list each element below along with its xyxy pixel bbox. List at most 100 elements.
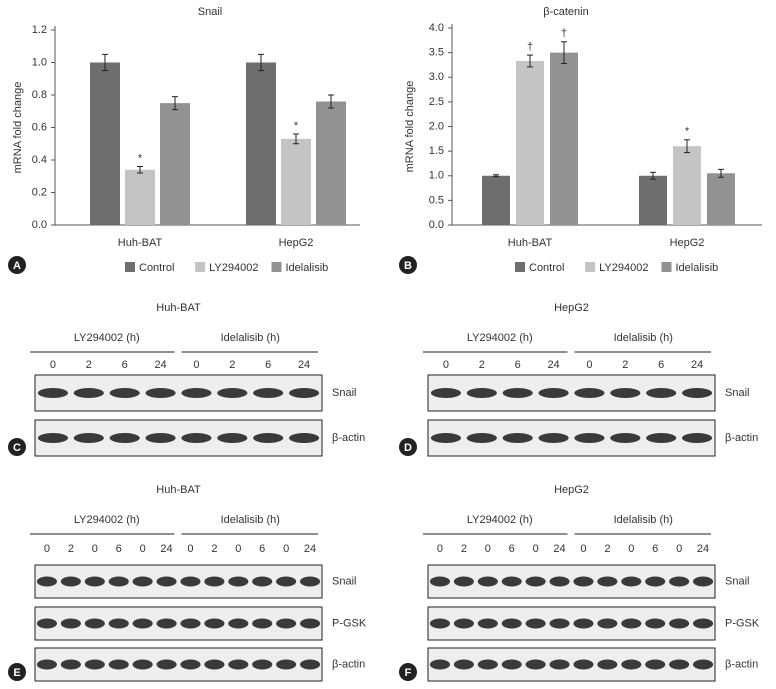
lane-label: 24 bbox=[304, 543, 316, 555]
blot-strip bbox=[34, 564, 323, 599]
legend-swatch bbox=[271, 262, 282, 272]
blot-band bbox=[597, 576, 618, 587]
blot-band bbox=[502, 388, 533, 398]
lane-label: 0 bbox=[533, 543, 539, 555]
row-label: β-actin bbox=[725, 658, 758, 670]
lane-label: 0 bbox=[628, 543, 634, 555]
lane-label: 24 bbox=[553, 543, 565, 555]
blot-band bbox=[84, 618, 105, 629]
group-label: Idelalisib (h) bbox=[221, 514, 280, 526]
blot-band bbox=[204, 576, 225, 587]
blot-band bbox=[156, 659, 177, 670]
y-tick-label: 1.5 bbox=[429, 145, 444, 157]
y-tick-label: 0.5 bbox=[429, 194, 444, 206]
lane-label: 6 bbox=[515, 359, 521, 371]
blot-band bbox=[132, 659, 153, 670]
blot-band bbox=[108, 618, 129, 629]
panel-letter-badge bbox=[399, 256, 417, 274]
row-label: β-actin bbox=[332, 658, 365, 670]
y-tick-label: 0.0 bbox=[429, 219, 444, 231]
blot-band bbox=[645, 618, 666, 629]
bar bbox=[707, 173, 735, 225]
group-label: Idelalisib (h) bbox=[614, 514, 673, 526]
blot-band bbox=[681, 433, 713, 443]
blot-band bbox=[525, 659, 546, 670]
bar bbox=[246, 62, 276, 225]
panel-letter-badge bbox=[399, 438, 417, 456]
lane-label: 24 bbox=[298, 359, 310, 371]
lane-label: 24 bbox=[691, 359, 703, 371]
blot-strip bbox=[34, 647, 323, 682]
blot-band bbox=[145, 388, 176, 398]
legend-label: Control bbox=[139, 262, 174, 274]
lane-label: 0 bbox=[443, 359, 449, 371]
blot-band bbox=[549, 576, 570, 587]
blot-band bbox=[204, 618, 225, 629]
blot-band bbox=[453, 576, 474, 587]
x-tick-label: Huh-BAT bbox=[118, 237, 163, 249]
legend-label: LY294002 bbox=[209, 262, 258, 274]
blot-band bbox=[466, 433, 497, 443]
blot-band bbox=[430, 388, 462, 398]
blot-band bbox=[646, 388, 677, 398]
row-label: Snail bbox=[725, 575, 749, 587]
blot-band bbox=[501, 576, 522, 587]
blot-band bbox=[145, 433, 176, 443]
blot-band bbox=[669, 659, 690, 670]
panel-letter-badge bbox=[8, 438, 26, 456]
blot-strip bbox=[427, 647, 716, 682]
lane-label: 6 bbox=[652, 543, 658, 555]
blot-band bbox=[477, 618, 498, 629]
blot-band bbox=[84, 576, 105, 587]
y-tick-label: 2.0 bbox=[429, 120, 444, 132]
blot-band bbox=[36, 659, 58, 670]
blot-band bbox=[477, 576, 498, 587]
blot-band bbox=[109, 433, 140, 443]
legend-label: Idelalisib bbox=[286, 262, 329, 274]
blot-band bbox=[502, 433, 533, 443]
blot-band bbox=[573, 659, 594, 670]
y-tick-label: 1.0 bbox=[429, 170, 444, 182]
lane-label: 0 bbox=[437, 543, 443, 555]
blot-band bbox=[573, 618, 594, 629]
lane-label: 6 bbox=[122, 359, 128, 371]
row-label: Snail bbox=[725, 387, 749, 399]
lane-label: 2 bbox=[604, 543, 610, 555]
bar bbox=[90, 62, 120, 225]
lane-label: 24 bbox=[697, 543, 709, 555]
legend-label: Idelalisib bbox=[676, 262, 719, 274]
group-label: LY294002 (h) bbox=[74, 514, 140, 526]
bar bbox=[550, 52, 578, 225]
group-label: LY294002 (h) bbox=[467, 332, 533, 344]
y-tick-label: 0.0 bbox=[32, 219, 47, 231]
blot-band bbox=[466, 388, 497, 398]
blot-title: Huh-BAT bbox=[156, 302, 201, 314]
blot-band bbox=[597, 618, 618, 629]
lane-label: 6 bbox=[509, 543, 515, 555]
blot-band bbox=[108, 659, 129, 670]
blot-band bbox=[60, 618, 81, 629]
blot-band bbox=[669, 618, 690, 629]
blot-strip bbox=[427, 564, 716, 599]
panel-letter: B bbox=[404, 260, 412, 272]
panel-letter: C bbox=[13, 442, 21, 454]
lane-label: 6 bbox=[259, 543, 265, 555]
blot-title: HepG2 bbox=[554, 484, 589, 496]
legend-swatch bbox=[195, 262, 206, 272]
blot-band bbox=[645, 576, 666, 587]
lane-label: 0 bbox=[92, 543, 98, 555]
lane-label: 24 bbox=[154, 359, 166, 371]
y-tick-label: 4.0 bbox=[429, 22, 444, 34]
lane-label: 2 bbox=[622, 359, 628, 371]
lane-label: 2 bbox=[68, 543, 74, 555]
chart-title: Snail bbox=[198, 6, 222, 18]
row-label: Snail bbox=[332, 575, 356, 587]
blot-band bbox=[621, 659, 642, 670]
y-axis-label: mRNA fold change bbox=[12, 82, 24, 174]
blot-band bbox=[429, 576, 451, 587]
blot-band bbox=[60, 659, 81, 670]
lane-label: 0 bbox=[485, 543, 491, 555]
y-tick-label: 2.5 bbox=[429, 96, 444, 108]
significance-mark: * bbox=[138, 152, 143, 164]
blot-band bbox=[525, 618, 546, 629]
